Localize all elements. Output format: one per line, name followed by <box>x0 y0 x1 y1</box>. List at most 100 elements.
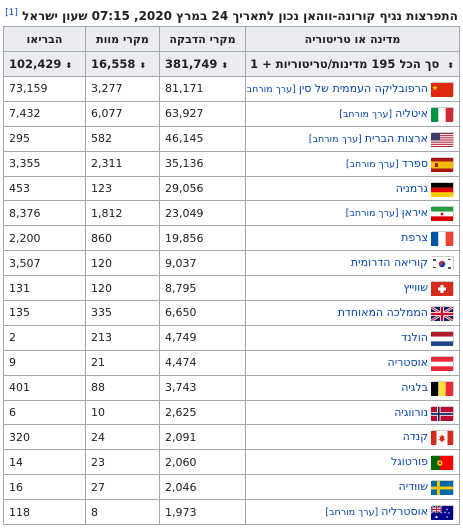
country-link[interactable]: ארצות הברית <box>364 131 428 145</box>
header-cases[interactable]: מקרי הדבקה <box>159 26 246 52</box>
table-row: איטליה[ערך מורחב] 63,927 6,077 7,432 <box>3 100 460 127</box>
country-cell: קוריאה הדרומית <box>245 250 460 277</box>
table-row: ספרד[ערך מורחב] 35,136 2,311 3,355 <box>3 150 460 177</box>
cases-cell: 35,136 <box>159 150 246 177</box>
expanded-article-link[interactable]: [ערך מורחב] <box>245 83 296 95</box>
recovered-cell: 7,432 <box>3 100 86 127</box>
expanded-article-link[interactable]: [ערך מורחב] <box>308 133 362 145</box>
country-cell: שווייץ <box>245 275 460 302</box>
table-row: בלגיה 3,743 88 401 <box>3 374 460 401</box>
total-label-cell: ⬍ סך הכל 195 מדינות/טריטוריות + 1 ספינה <box>245 51 460 77</box>
recovered-cell: 2 <box>3 324 86 351</box>
total-recovered: ⬍102,429 <box>3 51 86 77</box>
table-row: אוסטריה 4,474 21 9 <box>3 349 460 376</box>
total-label: סך הכל 195 מדינות/טריטוריות + 1 ספינה <box>247 57 440 71</box>
switzerland-flag-icon <box>431 281 454 297</box>
recovered-cell: 8,376 <box>3 200 86 227</box>
deaths-cell: 120 <box>85 275 160 302</box>
cases-cell: 46,145 <box>159 125 246 152</box>
deaths-cell: 2,311 <box>85 150 160 177</box>
expanded-article-link[interactable]: [ערך מורחב] <box>345 158 399 170</box>
table-row: שווייץ 8,795 120 131 <box>3 275 460 302</box>
australia-flag-icon <box>431 505 454 521</box>
sort-icon[interactable]: ⬍ <box>65 61 73 70</box>
recovered-cell: 131 <box>3 275 86 302</box>
deaths-cell: 213 <box>85 324 160 351</box>
iran-flag-icon <box>431 206 454 222</box>
table-row: ארצות הברית[ערך מורחב] 46,145 582 295 <box>3 125 460 152</box>
portugal-flag-icon <box>431 455 454 471</box>
country-cell: ארצות הברית[ערך מורחב] <box>245 125 460 152</box>
country-cell: גרמניה <box>245 175 460 202</box>
expanded-article-link[interactable]: [ערך מורחב] <box>339 108 393 120</box>
caption-reference-link[interactable]: [1] <box>5 8 18 18</box>
country-link[interactable]: שוודיה <box>398 480 428 494</box>
country-link[interactable]: הולנד <box>401 330 428 344</box>
header-deaths[interactable]: מקרי מוות <box>85 26 160 52</box>
country-link[interactable]: הממלכה המאוחדת <box>337 305 428 319</box>
cases-cell: 9,037 <box>159 250 246 277</box>
country-cell: שוודיה <box>245 474 460 501</box>
total-recovered-value: 102,429 <box>9 57 62 71</box>
sort-icon[interactable]: ⬍ <box>221 61 229 70</box>
country-link[interactable]: גרמניה <box>395 181 428 195</box>
country-link[interactable]: קנדה <box>402 430 428 444</box>
header-recovered[interactable]: הבריאו <box>3 26 86 52</box>
table-caption: התפרצות נגיף קורונה-ווהאן נכון לתאריך 24… <box>0 0 463 26</box>
recovered-cell: 6 <box>3 399 86 426</box>
country-link[interactable]: פורטוגל <box>391 455 428 469</box>
country-cell: אוסטריה <box>245 349 460 376</box>
netherlands-flag-icon <box>431 330 454 346</box>
cases-cell: 2,046 <box>159 474 246 501</box>
cases-cell: 4,474 <box>159 349 246 376</box>
deaths-cell: 8 <box>85 499 160 526</box>
sort-icon[interactable]: ⬍ <box>447 61 454 70</box>
sort-icon[interactable]: ⬍ <box>139 61 147 70</box>
country-link[interactable]: נורווגיה <box>394 405 428 419</box>
norway-flag-icon <box>431 405 454 421</box>
recovered-cell: 135 <box>3 300 86 326</box>
header-country[interactable]: מדינה או טריטוריה <box>245 26 460 52</box>
cases-cell: 63,927 <box>159 100 246 127</box>
uk-flag-icon <box>431 305 454 321</box>
total-cases-value: 381,749 <box>165 57 218 71</box>
expanded-article-link[interactable]: [ערך מורחב] <box>325 507 379 519</box>
belgium-flag-icon <box>431 380 454 396</box>
table-row: קוריאה הדרומית 9,037 120 3,507 <box>3 250 460 277</box>
table-row: קנדה 2,091 24 320 <box>3 424 460 451</box>
deaths-cell: 3,277 <box>85 76 160 102</box>
country-link[interactable]: צרפת <box>401 231 428 245</box>
germany-flag-icon <box>431 181 454 197</box>
country-cell: הולנד <box>245 324 460 351</box>
country-cell: אוסטרליה[ערך מורחב] <box>245 499 460 526</box>
country-cell: נורווגיה <box>245 399 460 426</box>
country-link[interactable]: הרפובליקה העממית של סין <box>298 81 428 95</box>
recovered-cell: 401 <box>3 374 86 401</box>
country-link[interactable]: בלגיה <box>401 380 428 394</box>
country-link[interactable]: אוסטריה <box>387 355 428 369</box>
deaths-cell: 335 <box>85 300 160 326</box>
total-row: ⬍ סך הכל 195 מדינות/טריטוריות + 1 ספינה … <box>3 51 460 77</box>
cases-cell: 29,056 <box>159 175 246 202</box>
expanded-article-link[interactable]: [ערך מורחב] <box>345 208 399 220</box>
recovered-cell: 118 <box>3 499 86 526</box>
spain-flag-icon <box>431 156 454 172</box>
country-cell: ספרד[ערך מורחב] <box>245 150 460 177</box>
country-link[interactable]: איראן <box>401 206 428 220</box>
table-row: הולנד 4,749 213 2 <box>3 324 460 351</box>
country-link[interactable]: ספרד <box>401 156 428 170</box>
cases-cell: 2,091 <box>159 424 246 451</box>
cases-cell: 81,171 <box>159 76 246 102</box>
country-link[interactable]: שווייץ <box>403 281 428 295</box>
country-link[interactable]: איטליה <box>395 106 428 120</box>
country-link[interactable]: אוסטרליה <box>381 505 428 519</box>
table-row: פורטוגל 2,060 23 14 <box>3 449 460 476</box>
deaths-cell: 23 <box>85 449 160 476</box>
header-row: מדינה או טריטוריה מקרי הדבקה מקרי מוות ה… <box>3 26 460 52</box>
deaths-cell: 10 <box>85 399 160 426</box>
table-row: שוודיה 2,046 27 16 <box>3 474 460 501</box>
country-link[interactable]: קוריאה הדרומית <box>350 256 428 270</box>
france-flag-icon <box>431 231 454 247</box>
country-cell: צרפת <box>245 225 460 252</box>
cases-cell: 1,973 <box>159 499 246 526</box>
